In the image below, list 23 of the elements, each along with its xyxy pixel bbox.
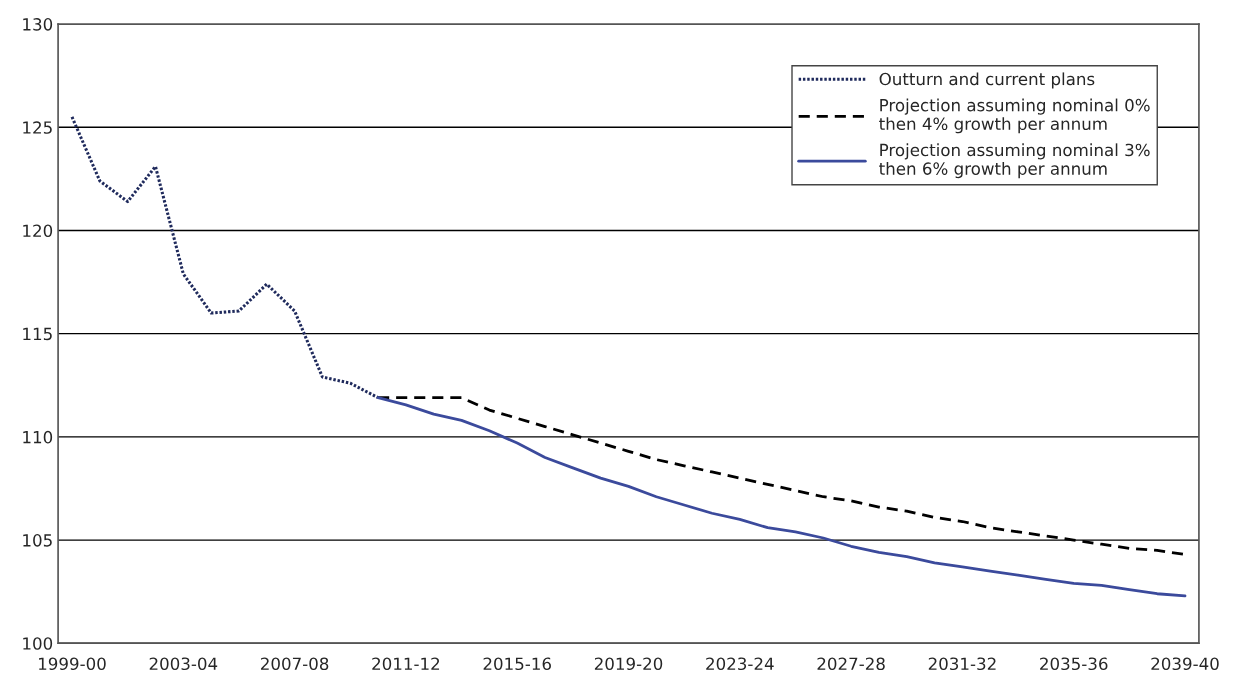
legend-label: Projection assuming nominal 3% then 6% growth per annum <box>879 143 1150 179</box>
x-tick-label: 2019-20 <box>594 657 663 671</box>
x-tick-label: 2027-28 <box>817 657 885 671</box>
x-tick-label: 2035-36 <box>1040 657 1108 671</box>
x-tick-label: 2011-12 <box>372 657 440 671</box>
y-tick-label: 110 <box>23 430 53 444</box>
line-series <box>70 115 380 400</box>
legend-label: Outturn and current plans <box>879 72 1095 89</box>
x-tick-label: 1999-00 <box>39 657 106 671</box>
y-tick-label: 105 <box>23 534 52 547</box>
y-tick-label: 130 <box>23 18 53 31</box>
x-tick-label: 2007-08 <box>261 657 329 671</box>
y-tick-label: 125 <box>23 121 52 134</box>
x-tick-label: 2031-32 <box>928 657 996 671</box>
y-tick-label: 115 <box>23 327 52 341</box>
y-tick-label: 100 <box>23 637 53 650</box>
y-tick-label: 120 <box>23 224 53 238</box>
x-tick-label: 2003-04 <box>149 657 218 671</box>
line-series <box>376 396 1187 598</box>
x-tick-label: 2015-16 <box>483 657 551 671</box>
x-tick-label: 2039-40 <box>1151 657 1219 671</box>
legend-label: Projection assuming nominal 0% then 4% growth per annum <box>879 98 1150 134</box>
x-tick-label: 2023-24 <box>706 657 774 671</box>
